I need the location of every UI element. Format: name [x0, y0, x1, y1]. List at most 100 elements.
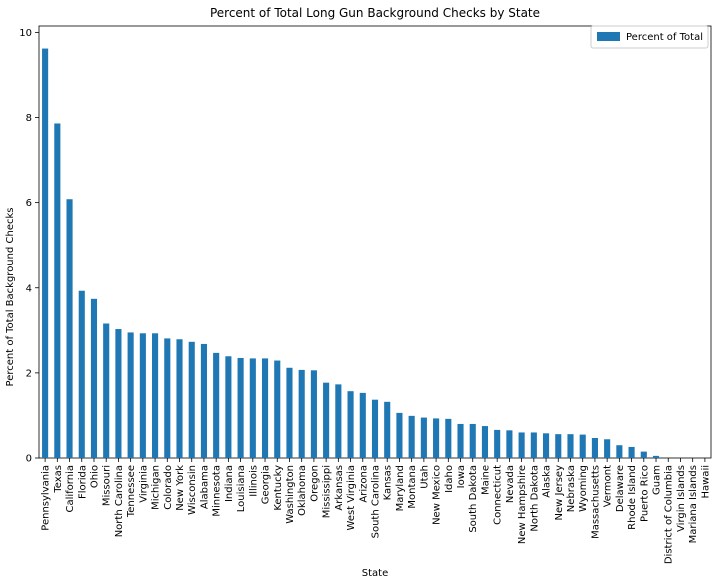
bar-virginia: [139, 333, 146, 458]
y-tick-label: 8: [26, 113, 32, 124]
x-tick-label: Michigan: [151, 465, 162, 510]
x-tick-label: Arizona: [358, 465, 369, 503]
bar-colorado: [164, 338, 171, 458]
y-tick-label: 4: [26, 283, 32, 294]
x-tick-label: New York: [175, 465, 186, 511]
y-tick-label: 2: [26, 368, 32, 379]
x-tick-label: Virgin Islands: [676, 465, 687, 532]
x-tick-label: Alabama: [199, 465, 210, 509]
bar-florida: [78, 290, 85, 458]
x-axis-title: State: [362, 568, 388, 579]
chart-title: Percent of Total Long Gun Background Che…: [210, 6, 540, 20]
bar-maine: [481, 426, 489, 458]
x-tick-label: Texas: [53, 465, 64, 494]
y-tick-label: 10: [19, 28, 32, 39]
x-tick-label: Rhode Island: [627, 465, 638, 530]
bar-iowa: [457, 423, 464, 458]
bar-series: [42, 48, 660, 459]
x-tick-label: New Mexico: [432, 465, 443, 525]
x-tick-label: Florida: [77, 465, 88, 499]
bar-indiana: [225, 356, 232, 458]
bar-minnesota: [213, 352, 220, 458]
x-tick-label: Colorado: [163, 465, 174, 510]
bar-new-jersey: [555, 434, 562, 458]
x-tick-label: District of Columbia: [664, 465, 675, 564]
bar-utah: [420, 417, 427, 458]
bar-wyoming: [579, 434, 586, 458]
x-tick-label: Kansas: [383, 465, 394, 500]
bar-oregon: [310, 370, 317, 458]
bar-wisconsin: [188, 341, 195, 458]
x-tick-label: Tennessee: [126, 465, 137, 518]
bar-idaho: [445, 418, 452, 458]
bar-louisiana: [237, 357, 244, 458]
bar-pennsylvania: [42, 48, 49, 458]
x-tick-label: Mariana Islands: [688, 465, 699, 543]
x-tick-label: Iowa: [456, 465, 467, 488]
x-tick-label: North Carolina: [114, 465, 125, 537]
x-tick-label: Guam: [652, 465, 663, 495]
bar-missouri: [103, 323, 110, 458]
bar-connecticut: [494, 429, 501, 458]
bar-new-york: [176, 339, 183, 458]
x-tick-label: North Dakota: [529, 465, 540, 532]
x-axis: Pennsylvania Texas California Florida Ohio Mi…: [41, 458, 711, 564]
y-tick-label: 6: [26, 198, 32, 209]
bar-delaware: [616, 445, 623, 458]
x-tick-label: Arkansas: [334, 465, 345, 511]
bar-california: [66, 199, 73, 458]
x-tick-label: Ohio: [89, 465, 100, 488]
bar-south-carolina: [371, 399, 379, 458]
bar-rhode-island: [628, 446, 635, 458]
x-tick-label: South Carolina: [371, 465, 382, 538]
x-tick-label: Hawaii: [700, 465, 711, 499]
legend: Percent of Total: [590, 25, 709, 49]
x-tick-label: Maryland: [395, 465, 406, 511]
x-tick-label: California: [65, 465, 76, 513]
legend-label: Percent of Total: [626, 32, 703, 43]
x-tick-label: Missouri: [102, 465, 113, 506]
bar-arizona: [359, 392, 366, 458]
y-axis: 0 2 4 6 8 10: [19, 28, 39, 465]
x-tick-label: Georgia: [261, 465, 272, 504]
x-tick-label: Indiana: [224, 465, 235, 502]
x-tick-label: New Jersey: [554, 465, 565, 521]
bar-arkansas: [335, 384, 342, 458]
bar-new-mexico: [433, 418, 440, 458]
x-tick-label: Kentucky: [273, 465, 284, 511]
x-tick-label: Delaware: [615, 465, 626, 512]
x-tick-label: Virginia: [138, 465, 149, 503]
x-tick-label: Oregon: [309, 465, 320, 502]
bar-north-dakota: [530, 432, 537, 458]
bar-georgia: [261, 358, 269, 458]
x-tick-label: Nebraska: [566, 465, 577, 512]
bar-new-hampshire: [518, 432, 525, 458]
bar-north-carolina: [115, 329, 122, 458]
y-axis-title: Percent of Total Background Checks: [5, 208, 16, 387]
y-tick-label: 0: [26, 454, 32, 465]
bar-illinois: [249, 358, 256, 458]
x-tick-label: Idaho: [444, 465, 455, 493]
x-tick-label: Montana: [407, 465, 418, 509]
x-tick-label: Pennsylvania: [41, 465, 52, 531]
x-tick-label: Puerto Rico: [639, 465, 650, 522]
bar-kentucky: [274, 360, 281, 458]
x-tick-label: Illinois: [248, 465, 259, 497]
bar-alabama: [200, 343, 207, 458]
bar-nevada: [506, 430, 513, 458]
bar-west-virginia: [347, 391, 354, 458]
legend-swatch: [597, 32, 620, 41]
bar-texas: [54, 123, 61, 459]
x-tick-label: Maine: [480, 465, 491, 495]
x-tick-label: Louisiana: [236, 465, 247, 512]
bar-guam: [652, 455, 660, 458]
x-tick-label: South Dakota: [468, 465, 479, 533]
x-tick-label: Wisconsin: [187, 465, 198, 515]
bar-massachusetts: [591, 437, 598, 458]
x-tick-label: West Virginia: [346, 465, 357, 530]
bar-michigan: [152, 333, 159, 458]
x-tick-label: Oklahoma: [297, 465, 308, 516]
x-tick-label: Minnesota: [212, 465, 223, 517]
